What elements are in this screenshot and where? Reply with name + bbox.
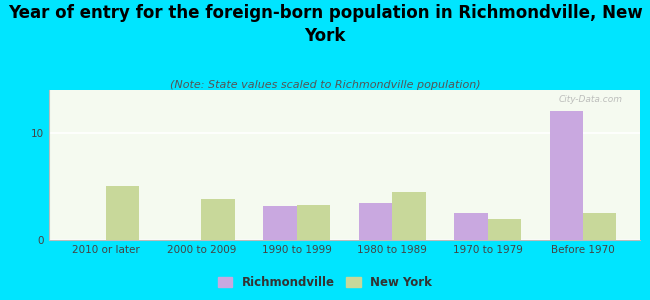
Bar	[583, 213, 616, 240]
Bar	[106, 186, 139, 240]
Bar	[550, 111, 583, 240]
Bar	[454, 213, 488, 240]
Bar	[392, 192, 426, 240]
Legend: Richmondville, New York: Richmondville, New York	[213, 272, 437, 294]
Bar	[202, 199, 235, 240]
Bar	[263, 206, 297, 240]
Bar	[297, 205, 330, 240]
Bar	[488, 219, 521, 240]
Text: City-Data.com: City-Data.com	[558, 94, 623, 103]
Text: Year of entry for the foreign-born population in Richmondville, New
York: Year of entry for the foreign-born popul…	[8, 4, 642, 45]
Text: (Note: State values scaled to Richmondville population): (Note: State values scaled to Richmondvi…	[170, 80, 480, 89]
Bar	[359, 202, 392, 240]
